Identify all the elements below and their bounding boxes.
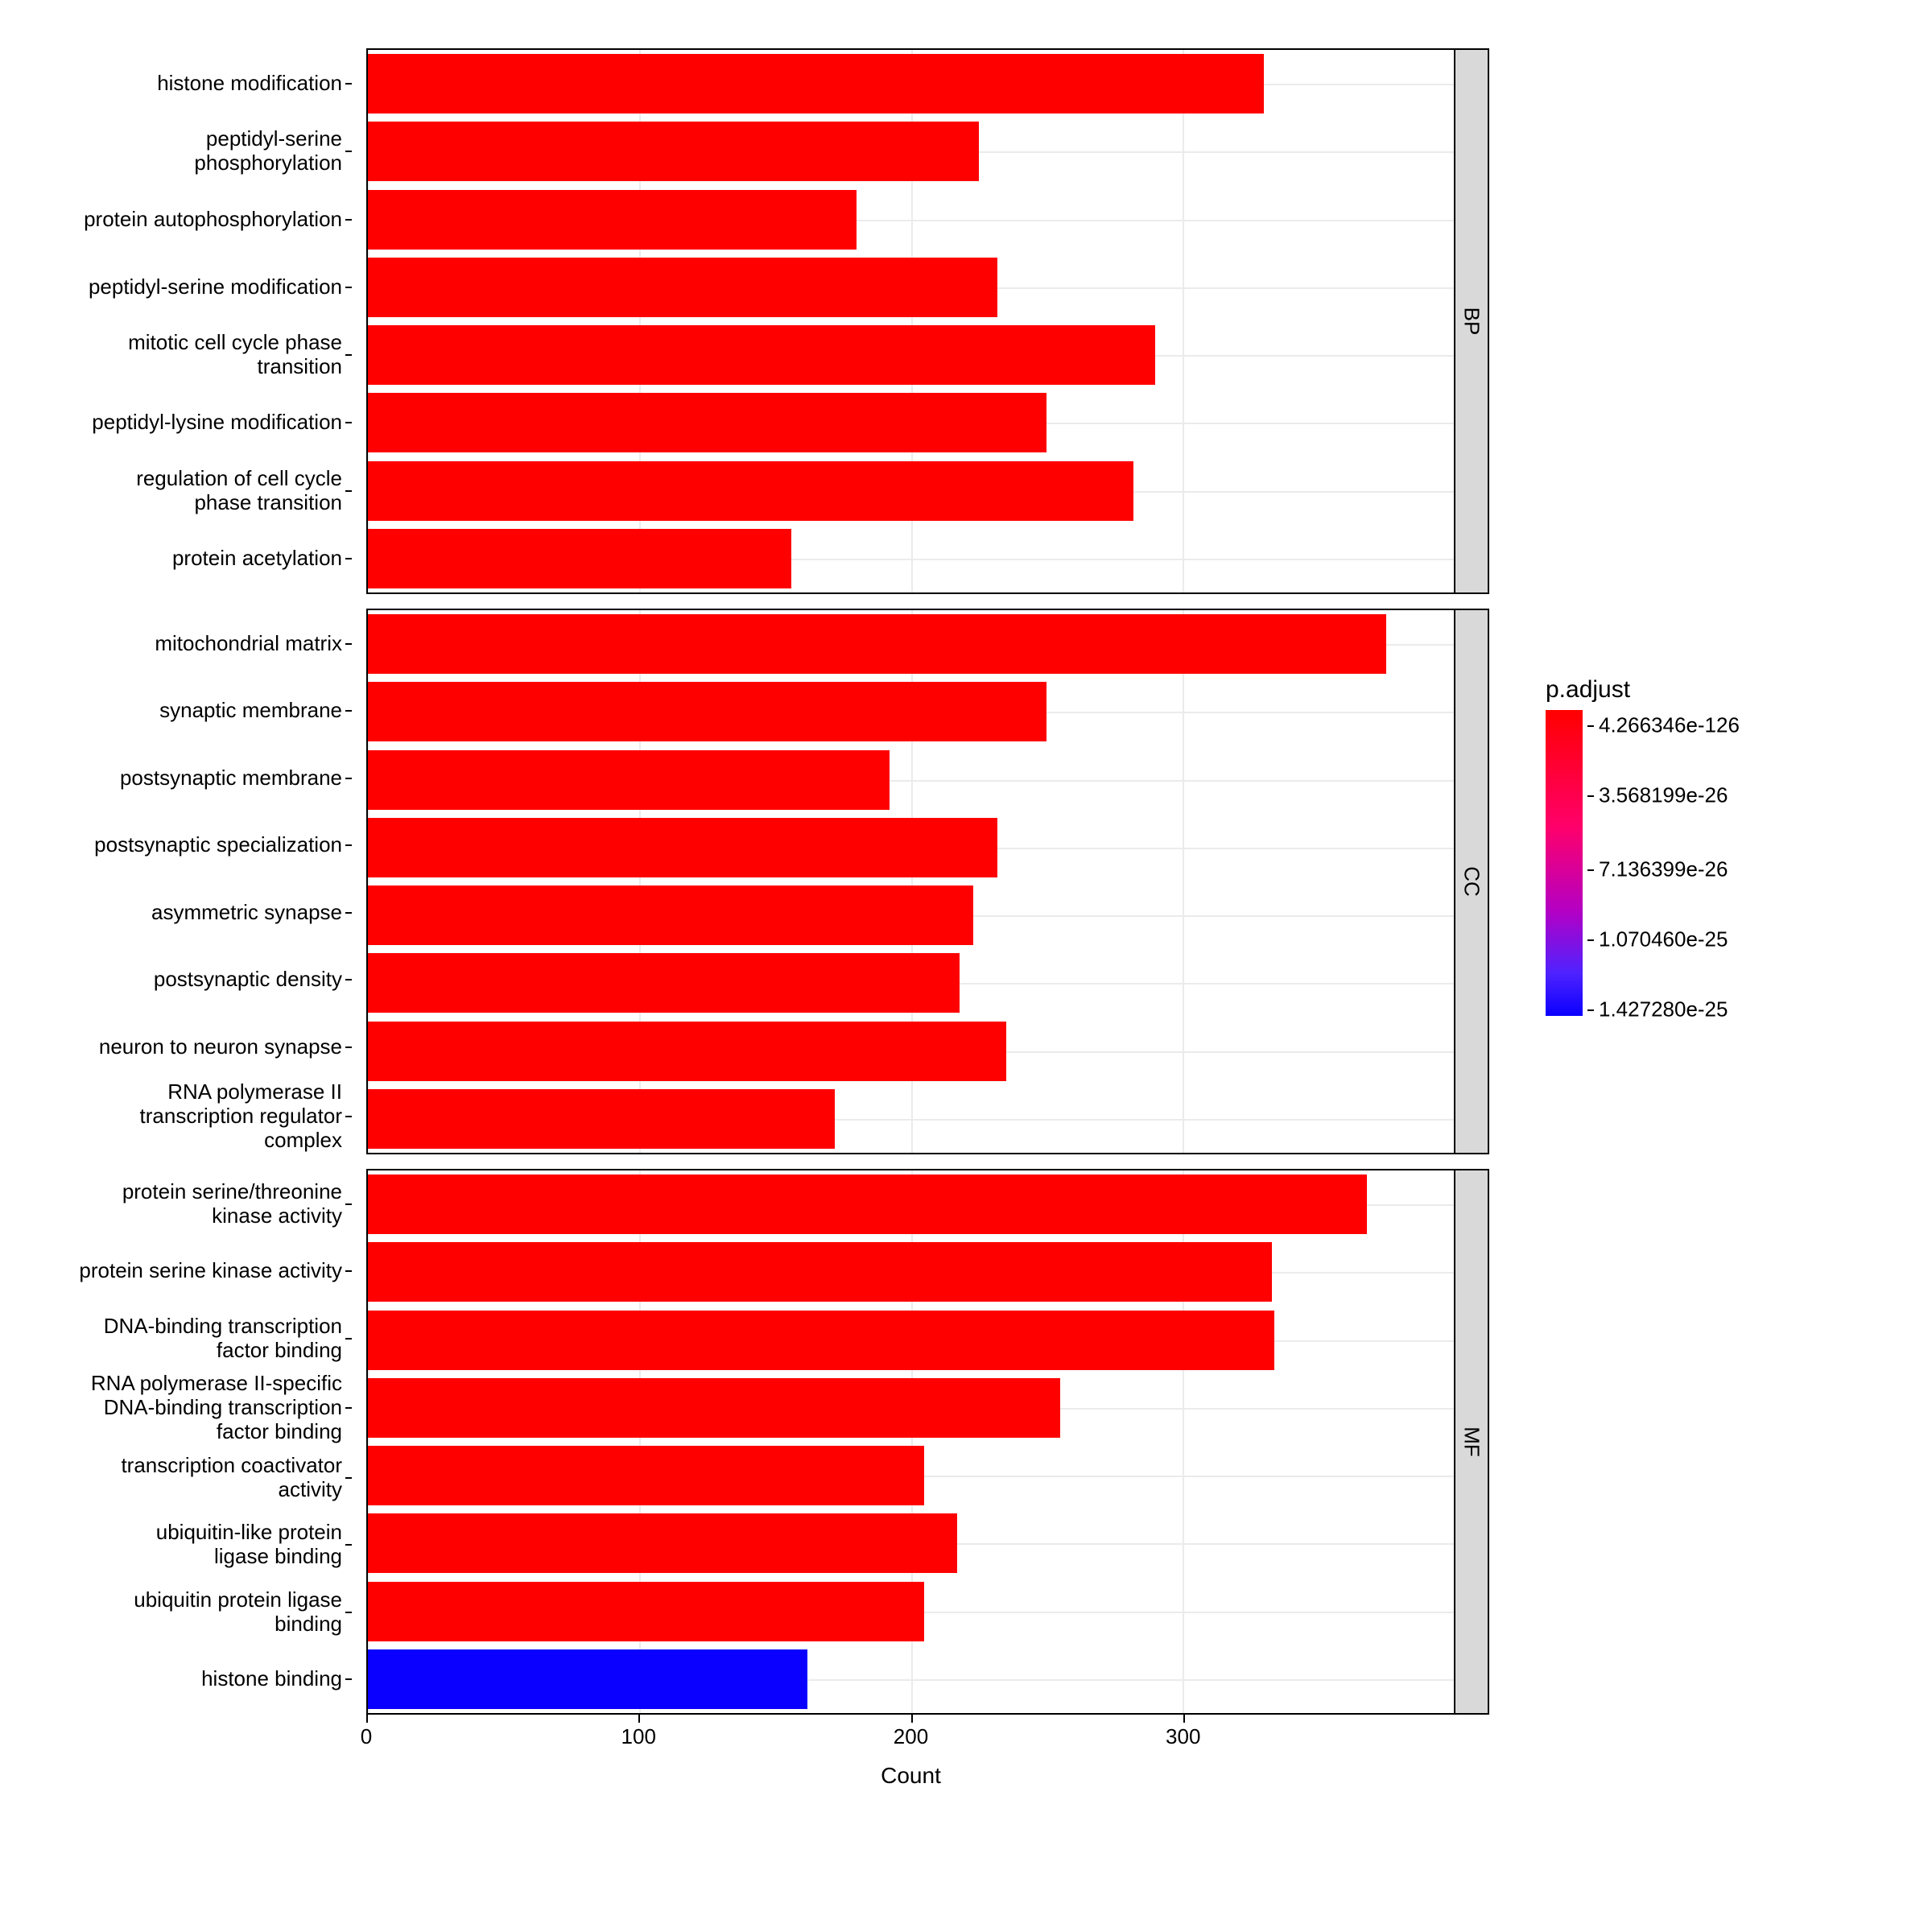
bar [368, 1242, 1272, 1302]
bar [368, 886, 973, 945]
y-tick-label: ubiquitin-like proteinligase binding [50, 1512, 357, 1579]
facet-strip: CC [1455, 609, 1489, 1154]
y-tick-label: DNA-binding transcriptionfactor binding [50, 1305, 357, 1372]
bar [368, 393, 1046, 452]
y-tick-label: transcription coactivatoractivity [50, 1444, 357, 1511]
bar [368, 325, 1155, 385]
bar [368, 1022, 1006, 1081]
panel [366, 1169, 1455, 1715]
panel [366, 609, 1455, 1154]
y-tick-label: peptidyl-serinephosphorylation [50, 118, 357, 185]
legend-gradient [1546, 710, 1583, 1016]
facet-strip: BP [1455, 48, 1489, 594]
facet-mf: MF [366, 1169, 1489, 1715]
bar [368, 258, 997, 317]
y-tick-label: protein autophosphorylation [50, 186, 357, 254]
bar [368, 682, 1046, 741]
x-tick-label: 200 [894, 1724, 928, 1749]
bar [368, 1089, 835, 1149]
bar [368, 818, 997, 877]
y-tick-label: neuron to neuron synapse [50, 1013, 357, 1080]
y-tick-label: protein acetylation [50, 525, 357, 592]
bar [368, 750, 890, 810]
plot-panels: BPCCMF [366, 48, 1489, 1715]
y-tick-label: histone binding [50, 1645, 357, 1712]
y-tick-label: postsynaptic membrane [50, 745, 357, 811]
go-enrichment-faceted-barchart: histone modificationpeptidyl-serinephosp… [48, 48, 1819, 1819]
y-tick-label: protein serine/threoninekinase activity [50, 1170, 357, 1237]
y-tick-label: RNA polymerase IItranscription regulator… [50, 1080, 357, 1153]
bar [368, 614, 1386, 674]
x-tick-label: 0 [361, 1724, 372, 1749]
x-tick-label: 100 [621, 1724, 656, 1749]
y-tick-label: postsynaptic density [50, 946, 357, 1013]
y-tick-label: regulation of cell cyclephase transition [50, 457, 357, 525]
bar [368, 1311, 1274, 1370]
y-tick-label: protein serine kinase activity [50, 1237, 357, 1304]
y-tick-label: peptidyl-serine modification [50, 254, 357, 321]
legend-tick-label: 7.136399e-26 [1599, 857, 1728, 881]
x-axis-title: Count [366, 1763, 1455, 1789]
bar [368, 190, 857, 250]
legend-tick-label: 3.568199e-26 [1599, 783, 1728, 808]
y-tick-label: asymmetric synapse [50, 879, 357, 946]
facet-strip: MF [1455, 1169, 1489, 1715]
bar [368, 1513, 957, 1573]
y-tick-label: histone modification [50, 50, 357, 118]
y-tick-label: mitotic cell cycle phasetransition [50, 321, 357, 389]
color-legend: p.adjust 4.266346e-126 3.568199e-26 7.1363… [1546, 676, 1795, 1016]
bar [368, 461, 1133, 521]
bar [368, 54, 1264, 114]
y-axis-labels: histone modificationpeptidyl-serinephosp… [48, 48, 358, 1715]
panel [366, 48, 1455, 594]
bar [368, 122, 979, 181]
y-tick-label: postsynaptic specialization [50, 811, 357, 878]
legend-tick-label: 1.070460e-25 [1599, 927, 1728, 952]
y-tick-label: peptidyl-lysine modification [50, 389, 357, 456]
y-tick-label: RNA polymerase II-specificDNA-binding tr… [50, 1372, 357, 1444]
legend-title: p.adjust [1546, 676, 1795, 704]
facet-bp: BP [366, 48, 1489, 594]
bar [368, 1446, 924, 1505]
bar [368, 1378, 1060, 1438]
bar [368, 1582, 924, 1641]
legend-tick-label: 4.266346e-126 [1599, 713, 1740, 738]
x-tick-label: 300 [1166, 1724, 1200, 1749]
bar [368, 953, 960, 1013]
bar [368, 1649, 807, 1709]
y-tick-label: synaptic membrane [50, 677, 357, 744]
y-tick-label: ubiquitin protein ligasebinding [50, 1579, 357, 1645]
facet-cc: CC [366, 609, 1489, 1154]
bar [368, 529, 791, 588]
legend-tick-label: 1.427280e-25 [1599, 997, 1728, 1022]
y-tick-label: mitochondrial matrix [50, 610, 357, 677]
bar [368, 1174, 1367, 1234]
